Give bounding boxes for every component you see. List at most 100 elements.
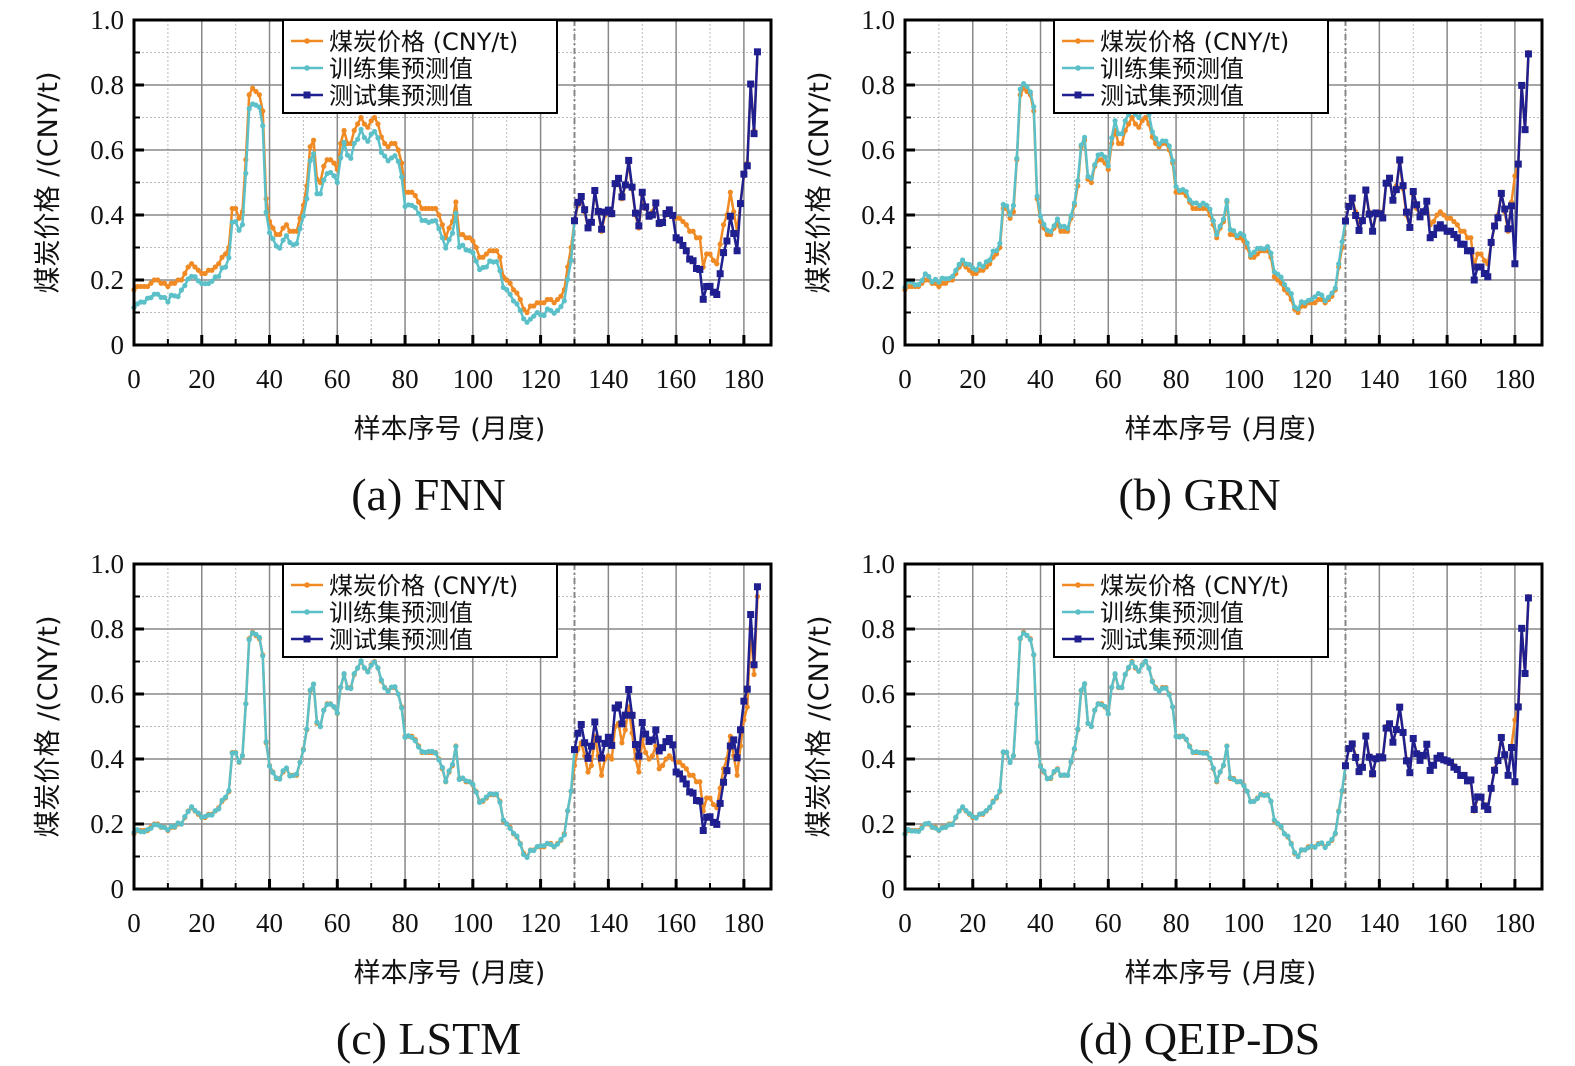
train-prediction-series-point (334, 710, 340, 716)
actual-price-series-point (341, 127, 347, 134)
actual-price-series-point (283, 222, 290, 228)
y-tick-label: 0.6 (90, 135, 124, 165)
train-prediction-series-point (1203, 202, 1210, 208)
test-prediction-series-point (1453, 765, 1461, 773)
actual-price-series-point (361, 121, 368, 127)
train-prediction-series-point (141, 299, 147, 305)
train-prediction-series-point (1054, 216, 1061, 222)
test-prediction-series-point (1501, 751, 1509, 759)
actual-price-series-point (212, 264, 218, 270)
train-prediction-series-point (1278, 823, 1284, 830)
train-prediction-series-point (966, 811, 972, 817)
train-prediction-series-point (432, 750, 439, 756)
y-tick-label: 0.8 (90, 70, 124, 100)
test-prediction-series-point (1467, 247, 1475, 255)
y-tick-label: 0 (882, 330, 896, 360)
legend-marker-icon (303, 91, 311, 99)
train-prediction-series-point (1275, 271, 1281, 277)
train-prediction-series-point (1149, 678, 1155, 685)
train-prediction-series-point (568, 257, 574, 264)
train-prediction-series-point (973, 815, 979, 821)
train-prediction-series-point (1126, 664, 1132, 670)
actual-price-series-point (548, 296, 554, 303)
train-prediction-series-point (1203, 750, 1210, 756)
train-prediction-series-point (310, 681, 317, 687)
train-prediction-series-point (1136, 114, 1142, 121)
actual-price-series-point (707, 251, 713, 257)
legend-label: 煤炭价格 (CNY/t) (1100, 28, 1289, 56)
train-prediction-series-point (1048, 228, 1054, 235)
test-prediction-series-point (676, 770, 684, 778)
train-prediction-series-point (256, 104, 262, 110)
train-prediction-series-point (1336, 809, 1342, 815)
actual-price-series-point (395, 147, 401, 153)
train-prediction-series-point (1017, 86, 1023, 92)
train-prediction-series-point (239, 752, 246, 759)
train-prediction-series-point (348, 685, 354, 692)
train-prediction-series-point (277, 245, 283, 251)
legend-label: 测试集预测值 (329, 626, 473, 654)
train-prediction-series-point (341, 671, 347, 677)
train-prediction-series-point (304, 196, 310, 202)
test-prediction-series-point (1402, 757, 1410, 765)
train-prediction-series-point (500, 817, 506, 823)
test-prediction-series-point (1402, 208, 1410, 216)
train-prediction-series-point (209, 812, 215, 818)
train-prediction-series-point (226, 788, 232, 794)
train-prediction-series-point (280, 237, 286, 243)
test-prediction-series-point (1389, 196, 1397, 204)
legend-item: 训练集预测值 (291, 55, 473, 83)
test-prediction-series-point (635, 752, 643, 760)
train-prediction-series-point (531, 847, 537, 854)
y-tick-label: 1.0 (861, 5, 895, 35)
train-prediction-series-point (307, 158, 313, 164)
actual-price-series-point (233, 205, 239, 212)
train-prediction-series-point (338, 684, 344, 690)
y-tick-label: 0.6 (90, 679, 124, 709)
panel-caption: (a) FNN (351, 469, 506, 520)
train-prediction-series-point (297, 226, 303, 232)
legend-marker-icon (1075, 582, 1081, 588)
test-prediction-series-point (584, 754, 592, 762)
actual-price-series-point (144, 283, 151, 290)
actual-price-series-point (277, 231, 283, 238)
test-prediction-series-point (601, 739, 609, 747)
train-prediction-series-point (348, 155, 354, 161)
test-prediction-series-point (753, 48, 761, 56)
actual-price-series-point (541, 300, 547, 306)
test-prediction-series-point (1386, 174, 1394, 182)
legend-box (282, 19, 558, 114)
test-prediction-series-point (1494, 757, 1502, 765)
train-prediction-series-point (531, 313, 537, 319)
actual-price-series-point (720, 222, 727, 228)
train-prediction-series-point (1051, 223, 1057, 229)
test-prediction-series-point (1470, 805, 1478, 813)
test-prediction-series-point (1430, 761, 1438, 769)
train-prediction-series-point (307, 687, 313, 693)
train-prediction-series-point (399, 705, 405, 711)
x-tick-label: 160 (656, 908, 697, 938)
legend-label: 煤炭价格 (CNY/t) (329, 28, 518, 56)
test-prediction-series-point (584, 224, 592, 232)
y-tick-label: 1.0 (861, 549, 895, 579)
train-prediction-series-point (1010, 753, 1017, 759)
train-prediction-series-point (1146, 665, 1152, 671)
train-prediction-series-point (1292, 850, 1298, 856)
actual-price-series-point (497, 254, 503, 260)
actual-price-series-point (690, 228, 696, 234)
train-prediction-series-point (919, 825, 925, 831)
actual-price-series-point (588, 762, 595, 769)
test-prediction-series-point (669, 741, 677, 749)
train-prediction-series-point (263, 739, 269, 745)
x-tick-label: 40 (1027, 364, 1054, 394)
train-prediction-series-point (1170, 704, 1176, 710)
y-tick-label: 0.4 (90, 744, 124, 774)
actual-price-series-point (676, 759, 683, 765)
train-prediction-series-point (1027, 637, 1033, 643)
train-prediction-series-point (294, 771, 300, 777)
test-prediction-series-point (1413, 201, 1421, 209)
test-prediction-series (570, 583, 761, 834)
actual-price-series-point (1136, 124, 1142, 130)
actual-price-series-point (1437, 209, 1443, 215)
